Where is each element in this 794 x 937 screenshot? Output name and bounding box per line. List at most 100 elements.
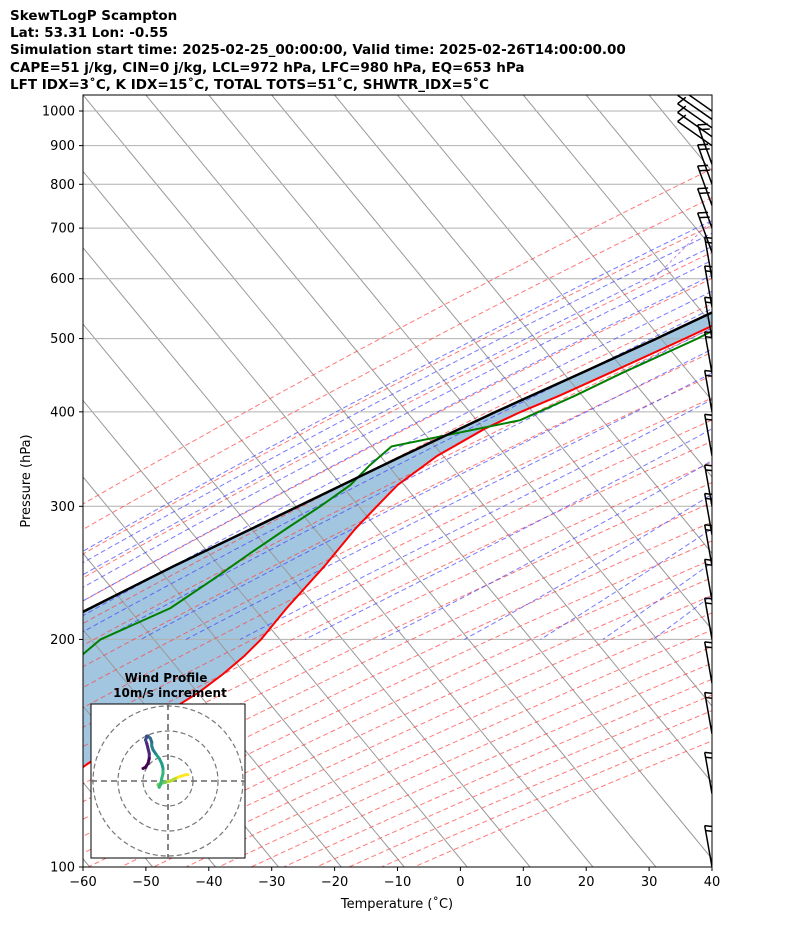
x-tick-label: −40 (195, 875, 222, 890)
wind-barb (703, 296, 712, 339)
wind-barb (696, 211, 712, 253)
hodograph-inset: Wind Profile 10m/s increment (90, 671, 246, 859)
wind-barb (687, 95, 712, 112)
x-tick-label: −60 (69, 875, 96, 890)
x-tick-label: −20 (321, 875, 348, 890)
chart-title: SkewTLogP Scampton (10, 8, 178, 24)
parcel-line (83, 311, 712, 614)
dry-adiabat (83, 440, 712, 748)
indices-line-2: LFT IDX=3˚C, K IDX=15˚C, TOTAL TOTS=51˚C… (10, 76, 490, 93)
wind-barb (696, 143, 712, 185)
y-tick-label: 600 (50, 272, 75, 287)
wind-barb (703, 751, 712, 794)
wind-barb (677, 114, 712, 147)
y-tick-label: 900 (50, 139, 75, 154)
dry-adiabat (83, 374, 712, 688)
y-tick-label: 800 (50, 178, 75, 193)
wind-barb (703, 597, 712, 640)
y-tick-label: 400 (50, 405, 75, 420)
moist-adiabat (83, 232, 712, 564)
y-tick-label: 200 (50, 633, 75, 648)
wind-barb (703, 369, 712, 412)
cape-region (83, 312, 712, 768)
x-tick-label: 0 (456, 875, 464, 890)
y-tick-label: 500 (50, 332, 75, 347)
hodograph-ring (117, 730, 219, 832)
dry-adiabat (83, 540, 712, 837)
wind-barb (696, 164, 712, 206)
isotherm-line (334, 95, 712, 555)
x-axis-label: Temperature (˚C) (340, 896, 453, 912)
isotherm-line (711, 95, 712, 96)
wind-barbs (677, 95, 712, 867)
y-tick-label: 300 (50, 500, 75, 515)
isotherm-line (83, 95, 712, 860)
mixing-ratio-line (653, 219, 712, 280)
isobar-lines (83, 110, 712, 867)
moist-adiabats (83, 219, 712, 640)
dry-adiabat (83, 397, 712, 709)
dry-adiabats (83, 168, 712, 867)
x-tick-label: 10 (515, 875, 532, 890)
dry-adiabat (83, 168, 712, 505)
moist-adiabat (83, 245, 712, 576)
wind-barb (703, 331, 712, 374)
isotherm-line (522, 95, 712, 325)
mixing-ratio-lines (653, 95, 794, 280)
x-tick-label: −50 (132, 875, 159, 890)
wind-barb (703, 413, 712, 456)
x-tick-label: −30 (258, 875, 285, 890)
moist-adiabat (185, 372, 712, 640)
chart-header: SkewTLogP Scampton Lat: 53.31 Lon: -0.55… (10, 8, 626, 94)
x-tick-label: 20 (578, 875, 595, 890)
isotherm-line (145, 95, 712, 784)
wind-barb (703, 824, 712, 867)
hodograph-subtitle: 10m/s increment (113, 686, 227, 700)
dewpoint-line (83, 329, 712, 656)
dry-adiabat (83, 521, 712, 820)
mixing-ratio-line (738, 95, 794, 279)
x-tick-label: 40 (704, 875, 721, 890)
wind-barb (703, 492, 712, 536)
wind-barb (703, 558, 712, 601)
y-tick-label: 100 (50, 861, 75, 876)
dry-adiabat (83, 277, 712, 602)
y-tick-label: 700 (50, 222, 75, 237)
moist-adiabat (83, 290, 712, 617)
hodograph-trace (141, 734, 190, 789)
moist-adiabat (381, 459, 712, 640)
isotherm-line (397, 95, 712, 478)
cape-shading (83, 312, 712, 768)
indices-line-1: CAPE=51 j/kg, CIN=0 j/kg, LCL=972 hPa, L… (10, 59, 525, 76)
x-tick-label: −10 (384, 875, 411, 890)
hodograph-title: Wind Profile (125, 671, 208, 685)
location-line: Lat: 53.31 Lon: -0.55 (10, 25, 169, 42)
isotherm-line (83, 323, 531, 867)
moist-adiabat (83, 308, 712, 633)
isotherm-line (83, 858, 91, 867)
x-axis: −60 −50 −40 −30 −20 −10 0 10 20 30 40 (69, 867, 720, 890)
wind-barb (703, 524, 712, 567)
dry-adiabat (83, 327, 712, 646)
isotherm-line (460, 95, 712, 402)
isotherm-line (271, 95, 712, 631)
x-tick-label: 30 (641, 875, 658, 890)
isotherm-line (83, 246, 594, 867)
hodograph-segment (141, 765, 147, 770)
isotherm-line (585, 95, 712, 249)
y-axis-label: Pressure (hPa) (19, 434, 34, 527)
wind-barb (703, 641, 712, 684)
moist-adiabat (83, 219, 712, 552)
isotherm-line (83, 399, 468, 867)
isotherm-line (83, 476, 405, 867)
times-line: Simulation start time: 2025-02-25_00:00:… (10, 42, 626, 59)
wind-barb (703, 265, 712, 308)
isotherm-line (208, 95, 712, 707)
wind-barb (696, 187, 712, 229)
dry-adiabat (83, 251, 712, 579)
dry-adiabat (83, 482, 712, 785)
isotherm-line (83, 170, 657, 867)
y-tick-label: 1000 (42, 105, 75, 120)
wind-barb (703, 691, 712, 735)
